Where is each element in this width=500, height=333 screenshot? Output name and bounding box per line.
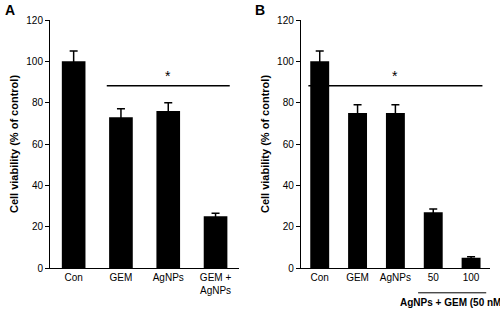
svg-text:100: 100: [26, 56, 43, 67]
svg-text:60: 60: [283, 139, 295, 150]
svg-text:*: *: [165, 68, 171, 84]
svg-text:100: 100: [463, 272, 480, 283]
svg-text:80: 80: [32, 97, 44, 108]
svg-text:GEM +AgNPs: GEM +AgNPs: [200, 272, 232, 296]
svg-text:60: 60: [32, 139, 44, 150]
svg-text:50: 50: [428, 272, 440, 283]
svg-text:Cell viability (% of control): Cell viability (% of control): [8, 75, 20, 213]
svg-text:*: *: [392, 68, 398, 84]
svg-text:Con: Con: [311, 272, 329, 283]
svg-text:20: 20: [283, 221, 295, 232]
svg-text:Cell viability (% of control): Cell viability (% of control): [259, 75, 271, 213]
svg-text:120: 120: [277, 15, 294, 26]
svg-text:0: 0: [37, 263, 43, 274]
svg-text:AgNPs: AgNPs: [380, 272, 411, 283]
svg-text:40: 40: [32, 180, 44, 191]
svg-text:AgNPs: AgNPs: [153, 272, 184, 283]
svg-text:40: 40: [283, 180, 295, 191]
svg-text:0: 0: [288, 263, 294, 274]
svg-text:100: 100: [277, 56, 294, 67]
svg-text:B: B: [255, 2, 265, 18]
svg-text:AgNPs + GEM (50 nM): AgNPs + GEM (50 nM): [400, 297, 500, 308]
svg-text:120: 120: [26, 15, 43, 26]
svg-text:80: 80: [283, 97, 295, 108]
svg-text:A: A: [5, 2, 15, 18]
svg-text:GEM: GEM: [110, 272, 133, 283]
svg-text:GEM: GEM: [346, 272, 369, 283]
svg-text:Con: Con: [64, 272, 82, 283]
svg-text:20: 20: [32, 221, 44, 232]
